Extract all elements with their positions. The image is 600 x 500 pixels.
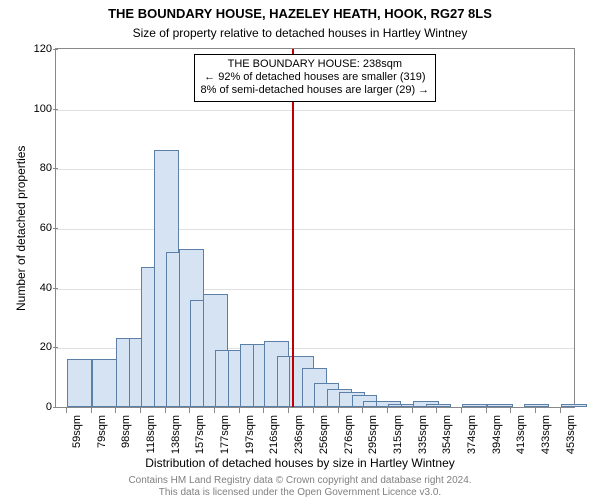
histogram-bar bbox=[67, 359, 92, 407]
x-tick-mark bbox=[486, 408, 487, 413]
x-tick-label: 433sqm bbox=[540, 415, 552, 465]
x-tick-mark bbox=[140, 408, 141, 413]
histogram-bar bbox=[561, 404, 586, 407]
x-tick-label: 295sqm bbox=[367, 415, 379, 465]
x-tick-mark bbox=[115, 408, 116, 413]
histogram-bar bbox=[92, 359, 117, 407]
x-tick-mark bbox=[535, 408, 536, 413]
x-tick-mark bbox=[560, 408, 561, 413]
footer-line-2: This data is licensed under the Open Gov… bbox=[0, 487, 600, 499]
x-tick-label: 335sqm bbox=[417, 415, 429, 465]
x-tick-mark bbox=[239, 408, 240, 413]
x-tick-label: 453sqm bbox=[565, 415, 577, 465]
x-tick-mark bbox=[263, 408, 264, 413]
x-tick-label: 315sqm bbox=[392, 415, 404, 465]
gridline bbox=[56, 110, 574, 111]
x-tick-label: 413sqm bbox=[515, 415, 527, 465]
histogram-bar bbox=[487, 404, 512, 407]
x-tick-label: 216sqm bbox=[268, 415, 280, 465]
x-tick-mark bbox=[189, 408, 190, 413]
reference-line bbox=[292, 49, 294, 407]
legend-line-1: THE BOUNDARY HOUSE: 238sqm bbox=[201, 58, 430, 71]
x-tick-label: 256sqm bbox=[318, 415, 330, 465]
histogram-bar bbox=[426, 404, 451, 407]
chart-subtitle: Size of property relative to detached ho… bbox=[0, 26, 600, 40]
x-tick-label: 354sqm bbox=[441, 415, 453, 465]
x-tick-mark bbox=[338, 408, 339, 413]
y-tick-label: 0 bbox=[12, 401, 52, 413]
x-tick-mark bbox=[214, 408, 215, 413]
x-tick-label: 236sqm bbox=[293, 415, 305, 465]
gridline bbox=[56, 289, 574, 290]
y-tick-label: 40 bbox=[12, 282, 52, 294]
y-tick-label: 80 bbox=[12, 162, 52, 174]
y-tick-label: 120 bbox=[12, 43, 52, 55]
x-tick-label: 276sqm bbox=[343, 415, 355, 465]
x-tick-mark bbox=[362, 408, 363, 413]
x-tick-mark bbox=[510, 408, 511, 413]
histogram-chart: THE BOUNDARY HOUSE, HAZELEY HEATH, HOOK,… bbox=[0, 0, 600, 500]
x-tick-label: 177sqm bbox=[219, 415, 231, 465]
x-tick-mark bbox=[66, 408, 67, 413]
x-tick-label: 394sqm bbox=[491, 415, 503, 465]
x-tick-label: 79sqm bbox=[96, 415, 108, 465]
gridline bbox=[56, 169, 574, 170]
x-tick-mark bbox=[461, 408, 462, 413]
x-tick-mark bbox=[387, 408, 388, 413]
x-tick-mark bbox=[288, 408, 289, 413]
y-tick-label: 60 bbox=[12, 222, 52, 234]
x-tick-label: 197sqm bbox=[244, 415, 256, 465]
x-tick-label: 138sqm bbox=[170, 415, 182, 465]
y-tick-label: 20 bbox=[12, 341, 52, 353]
x-tick-label: 374sqm bbox=[466, 415, 478, 465]
x-tick-mark bbox=[91, 408, 92, 413]
legend-line-3: 8% of semi-detached houses are larger (2… bbox=[201, 84, 430, 97]
y-tick-label: 100 bbox=[12, 103, 52, 115]
x-tick-mark bbox=[313, 408, 314, 413]
histogram-bar bbox=[524, 404, 549, 407]
chart-title: THE BOUNDARY HOUSE, HAZELEY HEATH, HOOK,… bbox=[0, 6, 600, 21]
histogram-bar bbox=[462, 404, 487, 407]
x-tick-mark bbox=[436, 408, 437, 413]
x-tick-label: 98sqm bbox=[120, 415, 132, 465]
plot-area bbox=[55, 48, 575, 408]
x-tick-label: 59sqm bbox=[71, 415, 83, 465]
x-tick-mark bbox=[165, 408, 166, 413]
x-tick-label: 118sqm bbox=[145, 415, 157, 465]
legend-line-2: ← 92% of detached houses are smaller (31… bbox=[201, 71, 430, 84]
footer-attribution: Contains HM Land Registry data © Crown c… bbox=[0, 475, 600, 498]
x-tick-label: 157sqm bbox=[194, 415, 206, 465]
gridline bbox=[56, 229, 574, 230]
footer-line-1: Contains HM Land Registry data © Crown c… bbox=[0, 475, 600, 487]
x-tick-mark bbox=[412, 408, 413, 413]
legend-box: THE BOUNDARY HOUSE: 238sqm ← 92% of deta… bbox=[194, 54, 437, 102]
